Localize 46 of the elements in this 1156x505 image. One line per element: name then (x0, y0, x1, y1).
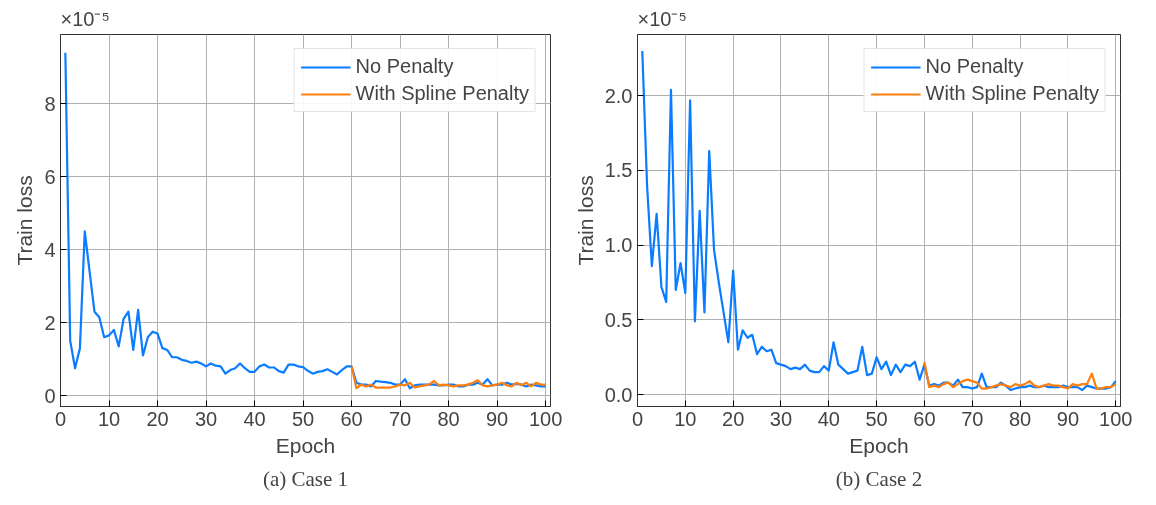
legend-label: No Penalty (925, 55, 1024, 78)
y-tick-label: 4 (44, 238, 56, 261)
legend-label: With Spline Penalty (355, 82, 529, 105)
legend-label: No Penalty (355, 55, 454, 78)
y-tick-label: 2.0 (604, 84, 633, 107)
x-tick-label: 30 (769, 407, 793, 430)
x-tick-label: 10 (674, 407, 697, 430)
x-tick-label: 90 (1056, 407, 1080, 430)
line-series (64, 51, 547, 390)
x-tick-label: 60 (913, 407, 936, 430)
x-tick-label: 80 (1008, 407, 1032, 430)
x-axis-title: Epoch (275, 433, 336, 457)
x-tick-label: 80 (437, 407, 460, 430)
y-axis-title: Train loss (13, 175, 37, 266)
x-tick-label: 20 (722, 407, 745, 430)
x-tick-label: 50 (865, 407, 888, 430)
text: ×10⁻⁵ (60, 7, 110, 30)
y-tick-label: 1.0 (604, 234, 633, 257)
x-tick-label: 30 (194, 407, 218, 430)
line-series (923, 360, 1117, 390)
text: ×10⁻⁵ (637, 7, 687, 30)
x-tick-label: 40 (817, 407, 840, 430)
x-tick-label: 100 (1099, 407, 1133, 430)
x-tick-label: 20 (146, 407, 169, 430)
line-series (350, 365, 547, 390)
line-series (641, 49, 1117, 392)
x-tick-label: 100 (528, 407, 563, 430)
y-tick-label: 6 (44, 165, 56, 188)
x-tick-label: 10 (97, 407, 121, 430)
y-tick-label: 0 (44, 384, 56, 407)
x-tick-label: 90 (486, 407, 509, 430)
x-tick-label: 40 (243, 407, 266, 430)
x-axis-title: Epoch (849, 433, 909, 457)
y-tick-label: 2 (44, 311, 56, 334)
x-tick-label: 70 (388, 407, 412, 430)
x-tick-label: 50 (291, 407, 315, 430)
legend-label: With Spline Penalty (925, 82, 1099, 105)
y-tick-label: 0.5 (604, 308, 633, 331)
x-tick-label: 60 (340, 407, 363, 430)
y-tick-label: 1.5 (604, 159, 633, 182)
x-tick-label: 70 (961, 407, 984, 430)
y-tick-label: 0.0 (604, 383, 633, 406)
y-tick-label: 8 (44, 92, 56, 115)
text: (a) Case 1 (262, 466, 349, 491)
text: (b) Case 2 (835, 466, 923, 491)
y-axis-title: Train loss (573, 175, 597, 266)
